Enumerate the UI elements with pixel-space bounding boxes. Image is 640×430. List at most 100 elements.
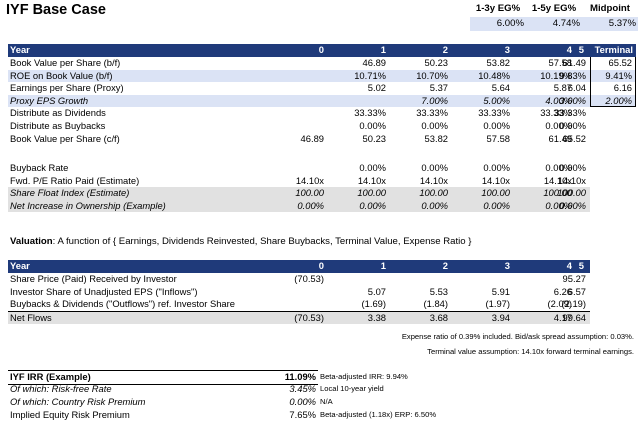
terminal-cell: 65.52 bbox=[590, 57, 636, 70]
irr-value: 0.00% bbox=[289, 396, 316, 407]
cell: 53.82 bbox=[424, 132, 448, 144]
cell: 57.58 bbox=[548, 57, 572, 68]
table2-row: Share Price (Paid) Received by Investor (… bbox=[8, 273, 590, 286]
terminal-cell: 2.00% bbox=[590, 94, 636, 108]
cell: 14.10x bbox=[557, 174, 586, 186]
cell: 10.19% bbox=[540, 69, 572, 81]
row-label: Share Float Index (Estimate) bbox=[10, 187, 130, 199]
cell: (2.09) bbox=[547, 298, 573, 310]
cell: 14.10x bbox=[481, 174, 510, 186]
row-label: Proxy EPS Growth bbox=[10, 94, 89, 106]
irr-note: Local 10-year yield bbox=[320, 384, 384, 393]
cell: (1.84) bbox=[423, 298, 449, 310]
cell: 10.48% bbox=[478, 69, 510, 81]
irr-value: 11.09% bbox=[284, 371, 316, 382]
row-label: Fwd. P/E Ratio Paid (Estimate) bbox=[10, 174, 140, 186]
header-col: 4 bbox=[566, 260, 572, 271]
terminal-cell: 9.41% bbox=[590, 69, 636, 83]
cell: 14.10x bbox=[357, 174, 386, 186]
cell: 61.49 bbox=[562, 57, 586, 68]
cell: 100.00 bbox=[543, 187, 572, 199]
page-title: IYF Base Case bbox=[6, 2, 106, 18]
irr-value: 3.45% bbox=[289, 383, 316, 394]
header-col: 4 bbox=[566, 44, 572, 55]
cell: (70.53) bbox=[294, 311, 324, 323]
cell: 100.00 bbox=[357, 187, 386, 199]
irr-label: Of which: Country Risk Premium bbox=[10, 396, 146, 407]
irr-label: Of which: Risk-free Rate bbox=[10, 383, 112, 394]
cell: 6.26 bbox=[553, 285, 572, 297]
note-terminal-value: Terminal value assumption: 14.10x forwar… bbox=[427, 347, 634, 356]
header-col: 0 bbox=[318, 260, 324, 271]
eg-value-1-3y: 6.00% bbox=[470, 17, 526, 31]
cell: 33.33% bbox=[354, 107, 386, 119]
cell: 0.00% bbox=[545, 162, 572, 173]
table1-row: ROE on Book Value (b/f) 10.71% 10.70% 10.48… bbox=[8, 69, 590, 83]
terminal-cell: 6.16 bbox=[590, 82, 636, 95]
cell: 33.33% bbox=[416, 107, 448, 119]
cell: 57.58 bbox=[486, 132, 510, 144]
row-label: Net Increase in Ownership (Example) bbox=[10, 199, 166, 211]
row-label: Buybacks & Dividends ("Outflows") ref. I… bbox=[10, 298, 235, 310]
irr-label: IYF IRR (Example) bbox=[10, 371, 91, 382]
irr-row: Of which: Country Risk Premium 0.00% N/A bbox=[8, 396, 448, 409]
cell: 10.70% bbox=[416, 69, 448, 81]
header-year: Year bbox=[10, 260, 30, 271]
irr-value: 7.65% bbox=[289, 409, 316, 420]
cell: 5.91 bbox=[491, 285, 510, 297]
cell: 0.00% bbox=[421, 120, 448, 131]
row-label: Distribute as Dividends bbox=[10, 107, 106, 119]
cell: (1.97) bbox=[485, 298, 511, 310]
table1-row: Book Value per Share (c/f) 46.89 50.23 53.8… bbox=[8, 133, 590, 146]
cell: (70.53) bbox=[294, 273, 324, 284]
cell: 6.57 bbox=[567, 285, 586, 297]
table1-row: Book Value per Share (b/f) 46.89 50.23 53.8… bbox=[8, 57, 590, 70]
table1-row: Proxy EPS Growth 7.00% 5.00% 4.00% 3.00% bbox=[8, 94, 590, 108]
irr-note: N/A bbox=[320, 397, 333, 406]
cell: 0.00% bbox=[359, 199, 386, 211]
header-col: 5 bbox=[578, 44, 584, 55]
table1-row: Distribute as Buybacks 0.00% 0.00% 0.00% 0.0… bbox=[8, 120, 590, 133]
table2-header: Year 0 1 2 3 4 5 bbox=[8, 260, 590, 273]
cell: 0.00% bbox=[359, 120, 386, 131]
cell: 5.00% bbox=[483, 94, 510, 106]
cell: 6.04 bbox=[567, 82, 586, 94]
cell: 4.00% bbox=[545, 94, 572, 106]
cell: 99.64 bbox=[562, 311, 586, 323]
cell: 65.52 bbox=[562, 132, 586, 144]
cell: 50.23 bbox=[424, 57, 448, 68]
cell: 0.00% bbox=[559, 199, 586, 211]
cell: 0.00% bbox=[483, 199, 510, 211]
table1-row: Share Float Index (Estimate) 100.00 100.00… bbox=[8, 187, 590, 200]
row-label: Investor Share of Unadjusted EPS ("Inflo… bbox=[10, 285, 198, 297]
irr-row: Implied Equity Risk Premium 7.65% Beta-adj… bbox=[8, 409, 448, 422]
table1-row: Buyback Rate 0.00% 0.00% 0.00% 0.00% 0.00% bbox=[8, 162, 590, 175]
cell: 0.00% bbox=[545, 199, 572, 211]
irr-note: Beta-adjusted IRR: 9.94% bbox=[320, 372, 408, 381]
valuation-text: : A function of { Earnings, Dividends Re… bbox=[52, 236, 472, 247]
header-col: 5 bbox=[578, 260, 584, 271]
irr-row: IYF IRR (Example) 11.09% Beta-adjusted IRR… bbox=[8, 370, 408, 385]
eg-value-1-5y: 4.74% bbox=[526, 17, 582, 31]
cell: (1.69) bbox=[361, 298, 387, 310]
cell: 100.00 bbox=[295, 187, 324, 199]
cell: 100.00 bbox=[557, 187, 586, 199]
row-label: Book Value per Share (c/f) bbox=[10, 132, 120, 144]
row-label: ROE on Book Value (b/f) bbox=[10, 69, 113, 81]
cell: 5.37 bbox=[429, 82, 448, 94]
cell: 46.89 bbox=[362, 57, 386, 68]
cell: 5.07 bbox=[367, 285, 386, 297]
irr-label: Implied Equity Risk Premium bbox=[10, 409, 130, 420]
header-col: 2 bbox=[442, 260, 448, 271]
table2-row: Buybacks & Dividends ("Outflows") ref. I… bbox=[8, 298, 590, 311]
header-col: 0 bbox=[318, 44, 324, 55]
cell: 0.00% bbox=[483, 120, 510, 131]
eg-value-midpoint: 5.37% bbox=[582, 17, 638, 31]
cell: 33.33% bbox=[554, 107, 586, 119]
irr-row: Of which: Risk-free Rate 3.45% Local 10-ye… bbox=[8, 383, 448, 396]
cell: 3.94 bbox=[491, 311, 510, 323]
table1-row: Fwd. P/E Ratio Paid (Estimate) 14.10x 14.1… bbox=[8, 175, 590, 188]
row-label: Net Flows bbox=[10, 311, 52, 323]
eg-header-midpoint: Midpoint bbox=[590, 3, 630, 14]
cell: 4.17 bbox=[553, 311, 572, 323]
